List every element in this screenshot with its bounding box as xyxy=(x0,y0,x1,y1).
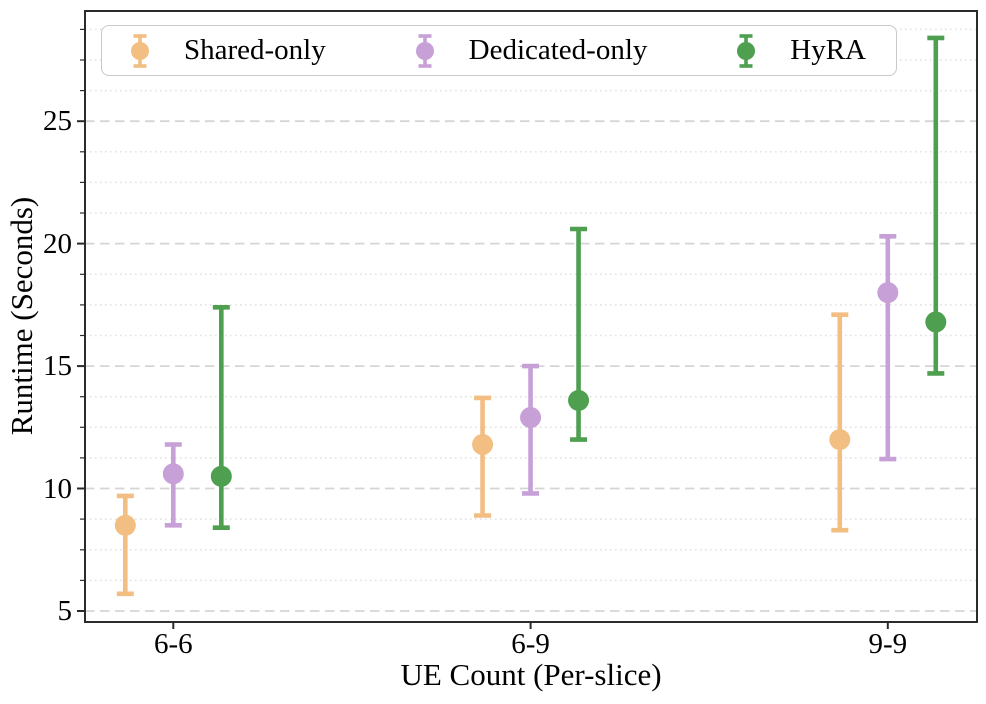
x-axis-title: UE Count (Per-slice) xyxy=(400,657,662,692)
errorbar-HyRA-6-9 xyxy=(568,226,590,442)
y-tick-label: 15 xyxy=(43,350,72,383)
x-tick-label: 6-6 xyxy=(153,628,193,660)
y-tick-label: 20 xyxy=(43,227,72,260)
legend-label: HyRA xyxy=(790,34,866,66)
errorbar-Shared-only-6-9 xyxy=(472,395,494,518)
legend-item: HyRA xyxy=(736,32,866,70)
errorbar-HyRA-6-6 xyxy=(210,304,232,531)
legend-item: Dedicated-only xyxy=(415,32,648,70)
legend-label: Dedicated-only xyxy=(468,34,648,66)
errorbar-marker-icon xyxy=(131,33,149,68)
errorbar-Dedicated-only-6-9 xyxy=(520,363,542,496)
errorbar-Shared-only-6-6 xyxy=(114,493,136,597)
errorbar-Dedicated-only-6-6 xyxy=(162,442,184,528)
errorbar-HyRA-9-9 xyxy=(925,35,947,376)
legend: Shared-only Dedicated-only HyRA xyxy=(101,25,897,76)
y-tick-label: 25 xyxy=(43,105,72,138)
errorbar-marker-icon xyxy=(415,33,434,68)
x-tick-label: 9-9 xyxy=(868,628,908,660)
x-tick-label: 6-9 xyxy=(511,628,550,660)
errorbar-Dedicated-only-9-9 xyxy=(877,234,899,462)
legend-label: Shared-only xyxy=(184,34,326,66)
legend-item: Shared-only xyxy=(130,32,326,70)
y-tick-label: 5 xyxy=(57,594,73,627)
y-tick-label: 10 xyxy=(43,472,72,505)
errorbar-Shared-only-9-9 xyxy=(829,312,851,533)
errorbar-marker-icon xyxy=(737,33,756,68)
